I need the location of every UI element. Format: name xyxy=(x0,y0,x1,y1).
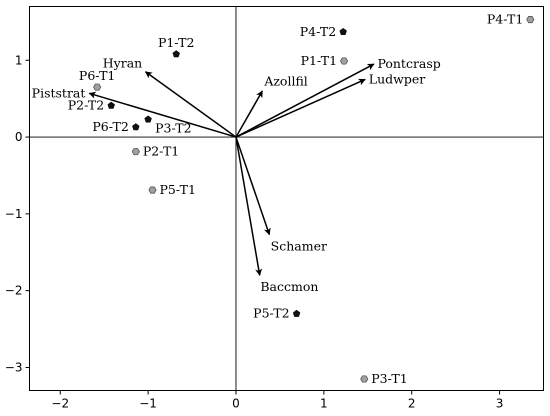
data-point-label: P5-T1 xyxy=(160,182,196,197)
data-point-marker xyxy=(148,186,157,194)
zero-lines xyxy=(29,6,544,391)
vector-arrow xyxy=(235,90,263,138)
vector-arrow xyxy=(235,136,263,276)
vector-label: Piststrat xyxy=(32,85,86,100)
x-tick-label: 3 xyxy=(496,397,504,411)
vector-label: Ludwper xyxy=(369,71,425,86)
data-point-label: P2-T1 xyxy=(143,144,179,159)
data-point-label: P1-T1 xyxy=(301,53,337,68)
data-point-marker xyxy=(339,27,347,36)
vector-label: Hyran xyxy=(103,55,142,70)
plot-frame xyxy=(29,6,544,391)
vector-label: Baccmon xyxy=(260,279,318,294)
vector-label: Schamer xyxy=(271,238,327,253)
vector-label: Pontcrasp xyxy=(377,56,440,71)
data-point-label: P6-T1 xyxy=(79,68,115,83)
data-point-label: P2-T2 xyxy=(68,98,104,113)
x-tick-label: 0 xyxy=(232,397,240,411)
data-point-marker xyxy=(107,101,115,109)
vector-label: Azollfil xyxy=(263,74,307,89)
x-tick-label: −2 xyxy=(51,397,69,411)
data-point-label: P3-T1 xyxy=(371,371,407,386)
data-point-marker xyxy=(172,50,180,58)
data-point-marker xyxy=(144,115,152,123)
data-point-marker xyxy=(93,83,102,91)
vector-arrow xyxy=(235,136,271,236)
vector-arrow xyxy=(235,63,375,138)
data-point-label: P6-T2 xyxy=(92,119,128,134)
vector-arrow xyxy=(88,91,237,138)
data-point-marker xyxy=(360,375,369,383)
data-point-label: P1-T2 xyxy=(158,35,194,50)
vector-arrow xyxy=(144,71,237,138)
data-point-label: P5-T2 xyxy=(253,306,289,321)
y-tick-label: −2 xyxy=(5,284,23,298)
data-point-label: P3-T2 xyxy=(155,120,191,135)
x-tick-label: 1 xyxy=(320,397,328,411)
data-point-marker xyxy=(131,148,140,156)
data-point-label: P4-T1 xyxy=(487,12,523,27)
x-tick-label: −1 xyxy=(139,397,157,411)
y-tick-label: 0 xyxy=(15,130,23,144)
data-point-marker xyxy=(292,309,301,317)
x-tick-label: 2 xyxy=(408,397,416,411)
data-point-marker xyxy=(132,123,140,131)
y-tick-label: −1 xyxy=(5,207,23,221)
data-point-marker xyxy=(526,16,535,24)
y-tick-label: −3 xyxy=(5,360,23,374)
y-tick-label: 1 xyxy=(15,53,23,67)
axis-ticks: −2 −1 0 1 2 3 −3 −2 −1 0 1 xyxy=(5,53,504,410)
vector-arrow xyxy=(235,78,366,138)
data-points: P4-T1 P4-T2 P1-T1 P1-T2 P6-T1 P2-T2 P6-T2 P3-T2… xyxy=(68,12,535,386)
data-point-label: P4-T2 xyxy=(300,24,336,39)
data-point-marker xyxy=(339,57,349,65)
